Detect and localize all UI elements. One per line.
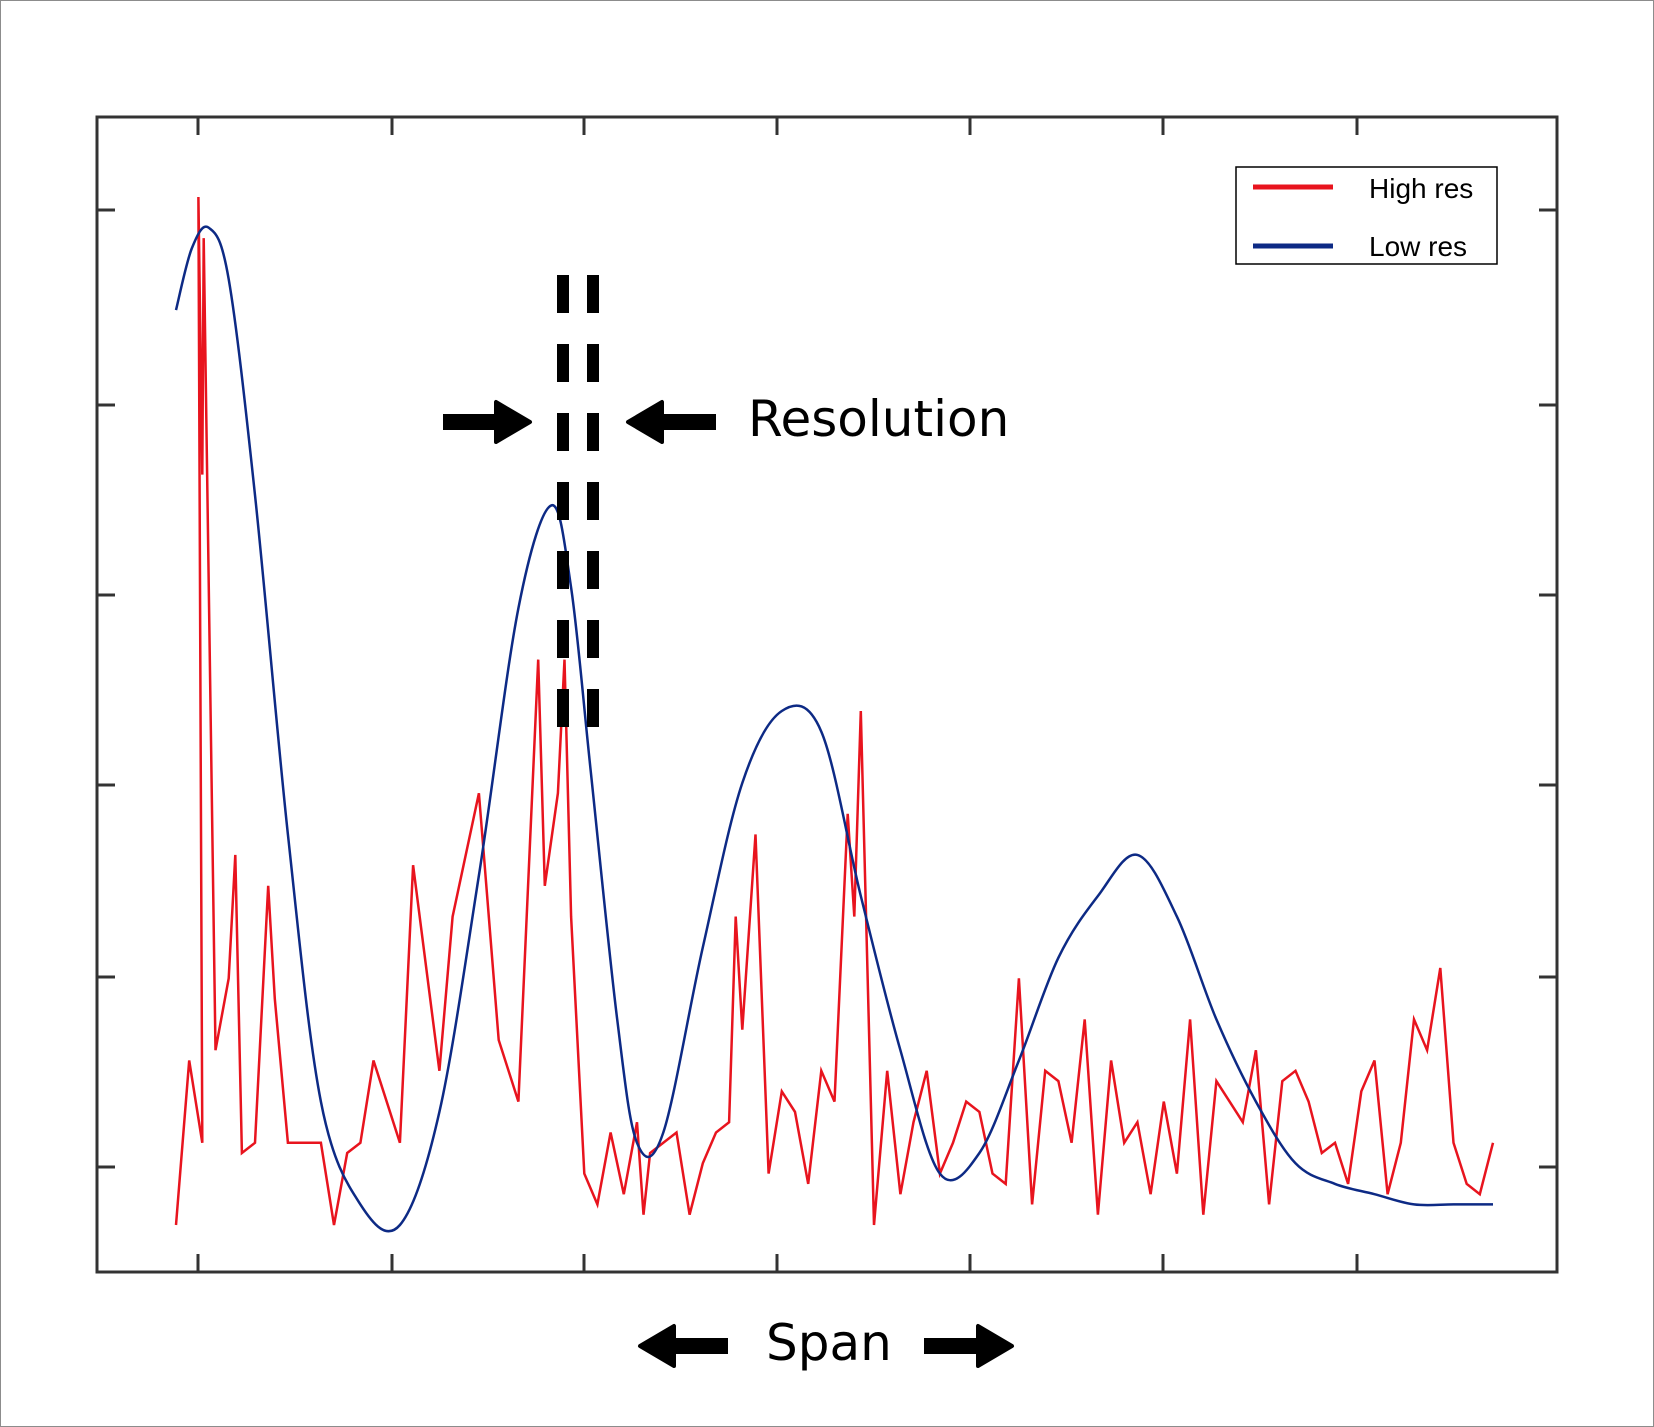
annotations: Resolution Span	[748, 390, 1009, 1372]
legend-label-high-res: High res	[1369, 173, 1473, 204]
resolution-arrow-left-icon	[443, 400, 532, 444]
resolution-arrow-right-icon	[626, 400, 716, 444]
legend: High res Low res	[1235, 166, 1498, 265]
plot-area-border	[95, 115, 1559, 1274]
series-high-res-line	[174, 196, 1495, 1226]
span-arrow-right-icon	[924, 1324, 1014, 1368]
span-label: Span	[766, 1314, 892, 1372]
resolution-label: Resolution	[748, 390, 1009, 448]
series-layer	[174, 196, 1495, 1233]
span-arrow-left-icon	[638, 1324, 728, 1368]
series-low-res-line	[174, 225, 1493, 1233]
resolution-markers	[443, 275, 1014, 1368]
axes-box	[95, 115, 1559, 1274]
legend-label-low-res: Low res	[1369, 231, 1467, 262]
